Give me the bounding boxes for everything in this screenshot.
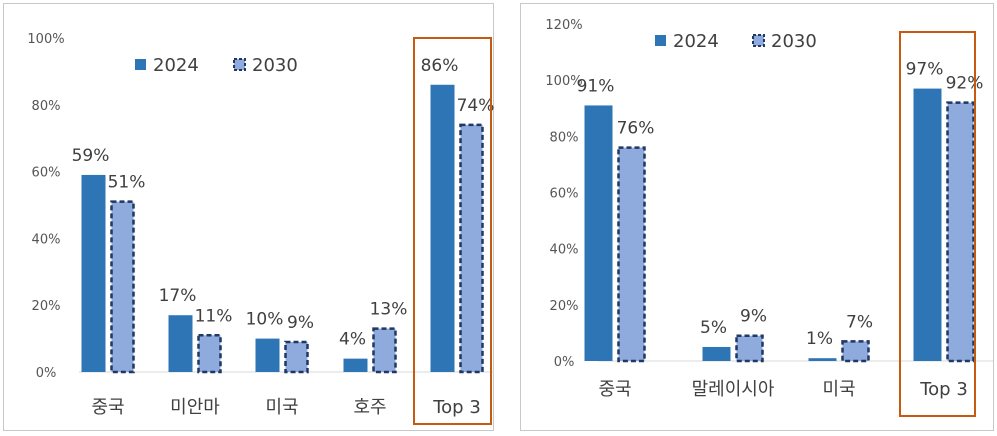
left-data-label-2024: 4% [339,330,366,350]
left-bar-2030 [459,123,484,374]
right-bar-2024 [913,88,942,361]
chart-left-svg: 0% 20% 40% 60% 80% 100% 59% 51% 중국 17%11% 미안마 10% 9%… [27,32,495,425]
left-data-label-2024: 86% [421,56,459,76]
right-bar-2024 [702,346,731,361]
right-y-tick-label: 60% [550,187,579,202]
left-bar-2030 [110,200,135,374]
left-data-label-2030: 51% [108,173,146,193]
right-y-tick-label: 100% [545,74,582,89]
right-bar-2030 [841,340,870,363]
left-bar-2024 [255,338,280,372]
right-bar-2030 [735,334,764,363]
right-category-label: 미국 [822,379,855,400]
chart-right-svg: 0% 20% 40% 60% 80% 100% 120% 91% 76% 중국 5% 9% 말레이시아 1… [545,18,993,417]
left-bar-2030 [284,340,309,374]
left-bar-2024 [168,315,193,372]
left-bar-2024 [81,174,106,372]
left-bar-2030 [197,334,222,374]
right-category-label: 말레이시아 [692,379,775,400]
left-category-label: 호주 [353,397,386,418]
right-bar-2030 [617,146,646,363]
left-legend-label-2024: 2024 [153,55,199,76]
left-category-label: 미안마 [170,397,220,418]
left-bar-2024 [430,84,455,372]
right-data-label-2024: 5% [700,318,727,338]
right-category-label: Top 3 [919,379,968,400]
left-y-tick-label: 20% [32,299,61,314]
right-y-tick-label: 0% [554,355,575,370]
right-y-tick-label: 80% [550,130,579,145]
right-y-tick-label: 40% [550,243,579,258]
right-data-label-2030: 9% [740,307,767,327]
right-legend-swatch-2030 [752,34,765,47]
left-data-label-2024: 10% [246,310,284,330]
right-y-tick-label: 120% [545,18,582,33]
left-y-tick-label: 100% [27,32,64,47]
right-y-tick-label: 20% [550,299,579,314]
right-data-label-2024: 97% [906,60,944,80]
left-legend-swatch-2024 [135,59,146,70]
left-data-label-2024: 17% [159,286,197,306]
chart-panel-right: 0% 20% 40% 60% 80% 100% 120% 91% 76% 중국 5% 9% 말레이시아 1… [520,3,994,431]
left-bar-2030 [372,327,397,374]
left-data-label-2030: 74% [457,96,495,116]
left-category-label: 중국 [91,397,124,418]
left-data-label-2030: 13% [370,300,408,320]
left-data-label-2024: 59% [72,146,110,166]
left-y-tick-label: 80% [32,99,61,114]
right-data-label-2024: 1% [806,329,833,349]
left-category-label: 미국 [265,397,298,418]
chart-panel-left: 0% 20% 40% 60% 80% 100% 59% 51% 중국 17% 11% 미안마 10% 9%… [3,3,494,431]
left-y-tick-label: 40% [32,232,61,247]
left-bar-2024 [343,358,368,372]
left-data-label-2030: 11% [195,306,233,326]
left-legend-swatch-2030 [233,58,246,71]
right-legend-label-2024: 2024 [673,31,719,52]
right-bar-2024 [808,358,837,361]
left-category-label: Top 3 [432,397,481,418]
left-legend-label-2030: 2030 [252,55,298,76]
right-data-label-2030: 7% [846,312,873,332]
right-data-label-2024: 91% [577,76,615,96]
right-legend-label-2030: 2030 [771,31,817,52]
left-y-tick-label: 60% [32,166,61,181]
left-top3-highlight-box [413,37,492,425]
right-legend-swatch-2024 [655,35,666,46]
left-y-tick-label: 0% [36,366,57,381]
right-bar-2024 [584,105,613,361]
right-top3-highlight-box [899,31,976,417]
right-data-label-2030: 76% [617,119,655,139]
right-category-label: 중국 [598,379,631,400]
right-data-label-2030: 92% [946,74,984,94]
right-bar-2030 [946,101,975,363]
left-data-label-2030: 9% [287,313,314,333]
